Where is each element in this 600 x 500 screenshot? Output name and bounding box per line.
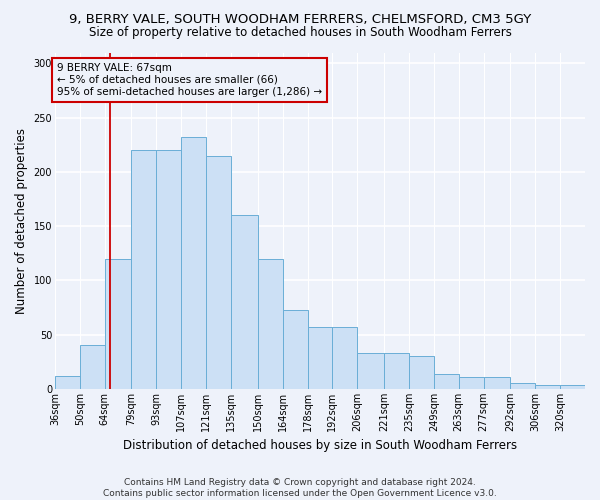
Bar: [358, 353, 384, 389]
Bar: [258, 258, 283, 389]
Bar: [510, 384, 535, 389]
Bar: [283, 310, 308, 389]
Bar: [459, 377, 484, 389]
Bar: [231, 216, 258, 389]
Bar: [181, 137, 206, 389]
Text: Contains HM Land Registry data © Crown copyright and database right 2024.
Contai: Contains HM Land Registry data © Crown c…: [103, 478, 497, 498]
Bar: [332, 327, 358, 389]
Bar: [384, 353, 409, 389]
Bar: [131, 150, 157, 389]
Y-axis label: Number of detached properties: Number of detached properties: [15, 128, 28, 314]
Bar: [434, 374, 459, 389]
Bar: [157, 150, 181, 389]
Bar: [409, 356, 434, 389]
Bar: [308, 327, 332, 389]
Text: 9 BERRY VALE: 67sqm
← 5% of detached houses are smaller (66)
95% of semi-detache: 9 BERRY VALE: 67sqm ← 5% of detached hou…: [57, 64, 322, 96]
Text: 9, BERRY VALE, SOUTH WOODHAM FERRERS, CHELMSFORD, CM3 5GY: 9, BERRY VALE, SOUTH WOODHAM FERRERS, CH…: [69, 12, 531, 26]
Bar: [535, 384, 560, 389]
Bar: [105, 258, 131, 389]
Bar: [80, 346, 105, 389]
Bar: [560, 384, 585, 389]
Text: Size of property relative to detached houses in South Woodham Ferrers: Size of property relative to detached ho…: [89, 26, 511, 39]
Bar: [55, 376, 80, 389]
X-axis label: Distribution of detached houses by size in South Woodham Ferrers: Distribution of detached houses by size …: [123, 440, 517, 452]
Bar: [484, 377, 510, 389]
Bar: [206, 156, 231, 389]
